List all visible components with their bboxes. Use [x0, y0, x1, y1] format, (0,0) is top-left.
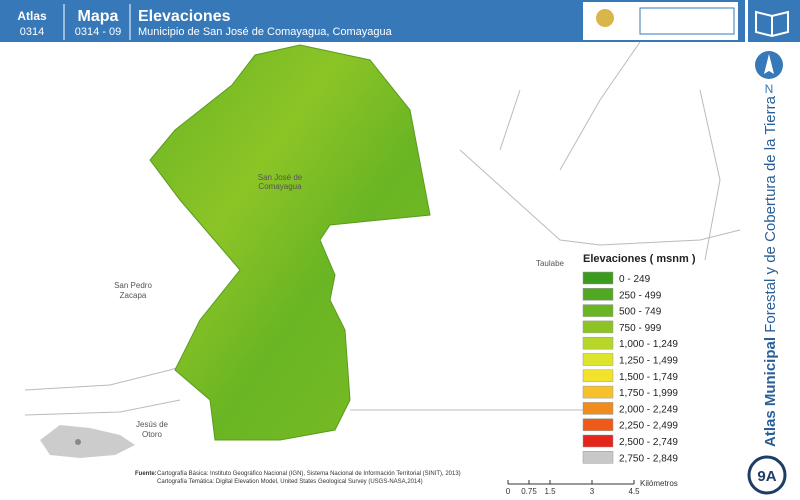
legend-title: Elevaciones ( msnm ) — [583, 253, 696, 265]
municipality — [149, 44, 431, 441]
atlas-title-rest: Forestal y de Cobertura de la Tierra — [762, 95, 779, 337]
page-badge — [747, 455, 787, 495]
place-label: Otoro — [142, 430, 163, 439]
legend-swatch — [582, 320, 614, 334]
logo — [596, 9, 614, 27]
legend-swatch — [582, 271, 614, 285]
legend-swatch — [582, 402, 614, 415]
atlas-title: Atlas Municipal Forestal y de Cobertura … — [762, 95, 779, 447]
source-label: Fuente: — [135, 471, 157, 477]
sidebar — [748, 42, 800, 500]
north-arrow — [764, 54, 774, 74]
legend-swatch — [582, 418, 614, 431]
place-label: Jesús de — [136, 420, 169, 429]
atlas-title-bold: Atlas Municipal — [762, 337, 779, 447]
book-icon — [755, 10, 789, 38]
title: Elevaciones — [138, 8, 231, 25]
place-label: San Pedro — [114, 281, 152, 290]
locator-map — [40, 425, 135, 458]
north-label: N — [765, 82, 774, 96]
legend-swatch — [582, 369, 614, 383]
legend-swatch — [582, 288, 614, 301]
legend-swatch — [582, 304, 614, 317]
place-label: Comayagua — [258, 182, 302, 191]
source-text: Cartografía Temática: Digital Elevation … — [157, 479, 423, 485]
legend-label: 0 - 249 — [619, 274, 651, 285]
legend-label: 2,250 - 2,499 — [619, 421, 678, 432]
atlas-code: 0314 — [20, 26, 44, 38]
scale-tick-label: 3 — [590, 487, 595, 496]
scale-tick-label: 0.75 — [521, 487, 537, 496]
scale-unit: Kilómetros — [640, 479, 678, 488]
legend-label: 2,750 - 2,849 — [619, 453, 678, 464]
scale-tick-label: 0 — [506, 487, 511, 496]
atlas-label: Atlas — [17, 9, 47, 23]
source-text: Cartografía Básica: Instituto Geográfico… — [157, 471, 461, 477]
place-label: San José de — [258, 173, 303, 182]
map-label: Mapa — [78, 8, 119, 25]
legend-label: 1,000 - 1,249 — [619, 339, 678, 350]
legend-swatch — [582, 353, 614, 366]
subtitle: Municipio de San José de Comayagua, Coma… — [138, 26, 393, 38]
legend-swatch — [582, 451, 614, 464]
scale-tick-label: 4.5 — [628, 487, 640, 496]
legend-label: 500 - 749 — [619, 307, 662, 318]
legend-label: 750 - 999 — [619, 323, 662, 334]
legend-label: 1,250 - 1,499 — [619, 356, 678, 367]
legend-swatch — [582, 385, 614, 399]
legend-label: 2,000 - 2,249 — [619, 404, 678, 415]
locator-point — [75, 439, 81, 445]
scale-tick-label: 1.5 — [544, 487, 556, 496]
place-label: Zacapa — [120, 291, 147, 300]
page-number: 9A — [757, 468, 776, 485]
legend-swatch — [582, 336, 614, 350]
legend-label: 1,750 - 1,999 — [619, 388, 678, 399]
map-code: 0314 - 09 — [75, 26, 121, 38]
place-label: Taulabe — [536, 259, 565, 268]
legend-label: 2,500 - 2,749 — [619, 437, 678, 448]
legend-swatch — [582, 434, 614, 448]
legend-label: 1,500 - 1,749 — [619, 372, 678, 383]
legend-label: 250 - 499 — [619, 290, 662, 301]
logo — [639, 7, 735, 35]
roads — [24, 41, 741, 416]
